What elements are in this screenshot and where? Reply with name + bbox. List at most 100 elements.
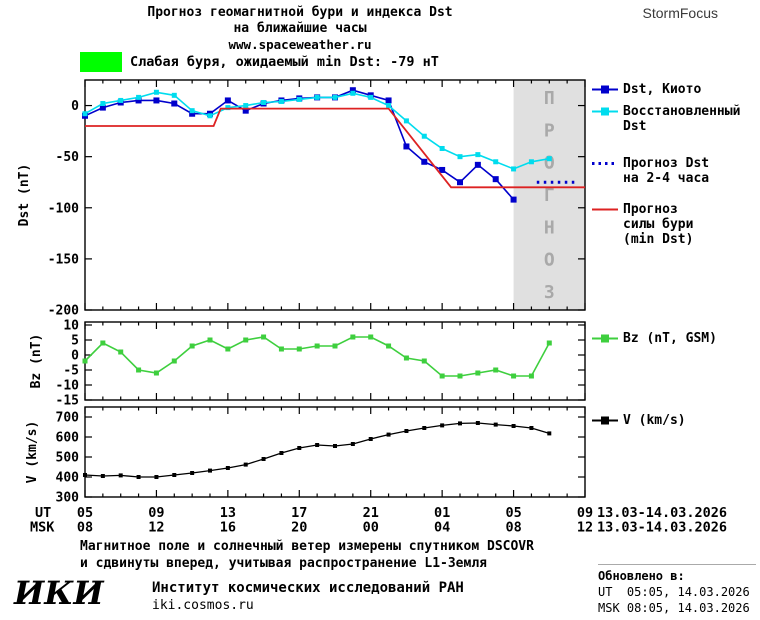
series-marker: [510, 196, 517, 203]
y-tick-label: -15: [56, 394, 79, 409]
note-line1: Магнитное поле и солнечный ветер измерен…: [80, 539, 534, 554]
x-tick-label: 09: [577, 505, 593, 521]
v-marker-icon: [592, 414, 618, 427]
forecast-band-letter: О: [544, 250, 555, 271]
series-marker: [207, 337, 213, 343]
series-marker: [99, 104, 106, 111]
series-marker: [421, 133, 427, 139]
series-marker: [243, 462, 248, 467]
forecast-band-letter: Н: [544, 217, 555, 238]
series-marker: [440, 423, 445, 428]
updated-block: Обновлено в: UT 05:05, 14.03.2026 MSK 08…: [598, 564, 756, 616]
updated-ut: UT 05:05, 14.03.2026: [598, 585, 750, 599]
series-marker: [332, 94, 338, 100]
axis-date-label: 13.03-14.03.2026: [597, 505, 727, 521]
series-marker: [528, 159, 534, 165]
plot-frame: [84, 321, 586, 401]
y-tick-label: 10: [63, 319, 79, 334]
series-marker: [492, 176, 499, 183]
series-marker: [136, 94, 142, 100]
series-marker: [475, 421, 480, 425]
series-marker: [439, 373, 445, 379]
updated-msk: MSK 08:05, 14.03.2026: [598, 601, 750, 615]
legend-item-bz: Bz (nT, GSM): [592, 331, 760, 346]
x-tick-label: 12: [148, 520, 164, 536]
x-tick-label: 17: [291, 505, 307, 521]
series-marker: [136, 475, 141, 479]
series-marker: [118, 473, 123, 478]
legend-item-storm-forecast: Прогноз силы бури (min Dst): [592, 202, 693, 247]
iki-logo: ИКИ: [14, 574, 104, 612]
forecast-band-letter: П: [544, 88, 555, 109]
x-tick-label: 08: [77, 520, 93, 536]
series-marker: [225, 105, 231, 111]
institute-site: iki.cosmos.ru: [152, 598, 254, 613]
x-tick-label: 05: [505, 505, 521, 521]
legend-marker-glyph: [592, 85, 618, 94]
series-marker: [368, 334, 374, 340]
series-marker: [511, 373, 517, 379]
series-marker: [457, 373, 463, 379]
series-marker: [368, 94, 374, 100]
series-marker: [189, 110, 196, 117]
series-marker: [333, 444, 337, 448]
legend-marker-glyph: [592, 162, 618, 165]
y-tick-label: 700: [56, 411, 80, 426]
series-marker: [135, 97, 142, 104]
legend-label-storm-forecast: Прогноз силы бури (min Dst): [623, 202, 694, 247]
legend-dst: Dst, Киото Восстановленный Dst Прогноз D…: [592, 80, 760, 270]
note-line2: и сдвинуты вперед, учитывая распростране…: [80, 556, 487, 571]
series-marker: [403, 118, 409, 124]
series-marker: [368, 437, 373, 441]
series-line: [85, 107, 585, 189]
series-marker: [403, 355, 409, 361]
dst-restored-marker-icon: [592, 105, 618, 118]
series-marker: [100, 340, 106, 346]
title-line2: на ближайшие часы: [233, 21, 367, 36]
series-marker: [404, 429, 409, 433]
brand-label: StormFocus: [642, 5, 718, 21]
y-tick-label: -10: [56, 379, 80, 394]
series-marker: [100, 101, 106, 107]
y-tick-label: -200: [48, 304, 79, 319]
series-marker: [224, 97, 231, 104]
forecast-band-letter: З: [544, 282, 555, 303]
legend-v: V (km/s): [592, 413, 760, 428]
series-marker: [189, 343, 195, 349]
x-tick-label: 01: [434, 505, 450, 521]
plot-frame: [84, 79, 586, 311]
series-marker: [332, 343, 338, 349]
legend-label-bz: Bz (nT, GSM): [623, 331, 717, 346]
storm-level-swatch: [80, 52, 122, 72]
series-marker: [118, 349, 124, 355]
series-marker: [350, 442, 355, 446]
y-axis-label: Dst (nT): [17, 164, 32, 227]
series-marker: [207, 113, 213, 119]
bz-marker-icon: [592, 332, 618, 345]
series-marker: [189, 108, 195, 114]
series-marker: [154, 475, 159, 479]
title-line1: Прогноз геомагнитной бури и индекса Dst: [147, 5, 453, 20]
x-tick-label: 00: [363, 520, 379, 536]
legend-item-v: V (km/s): [592, 413, 760, 428]
series-marker: [349, 87, 356, 94]
series-marker: [315, 443, 320, 447]
forecast-band-letter: Г: [544, 185, 555, 206]
series-marker: [136, 367, 142, 373]
series-marker: [475, 370, 481, 376]
y-axis-label: Bz (nT): [29, 334, 44, 389]
legend-label-dst-restored: Восстановленный Dst: [623, 104, 741, 134]
storm-alert-text: Слабая буря, ожидаемый min Dst: -79 нТ: [130, 54, 439, 70]
series-marker: [421, 158, 428, 165]
legend-label-v: V (km/s): [623, 413, 686, 428]
series-marker: [457, 154, 463, 160]
legend-marker-glyph: [592, 107, 618, 116]
series-marker: [475, 152, 481, 158]
series-line: [84, 336, 551, 377]
institute-name: Институт космических исследований РАН: [152, 580, 464, 596]
series-marker: [261, 99, 267, 105]
legend-marker-glyph: [592, 334, 618, 343]
y-tick-label: 0: [71, 349, 79, 364]
axis-row-label: UT: [35, 505, 51, 521]
